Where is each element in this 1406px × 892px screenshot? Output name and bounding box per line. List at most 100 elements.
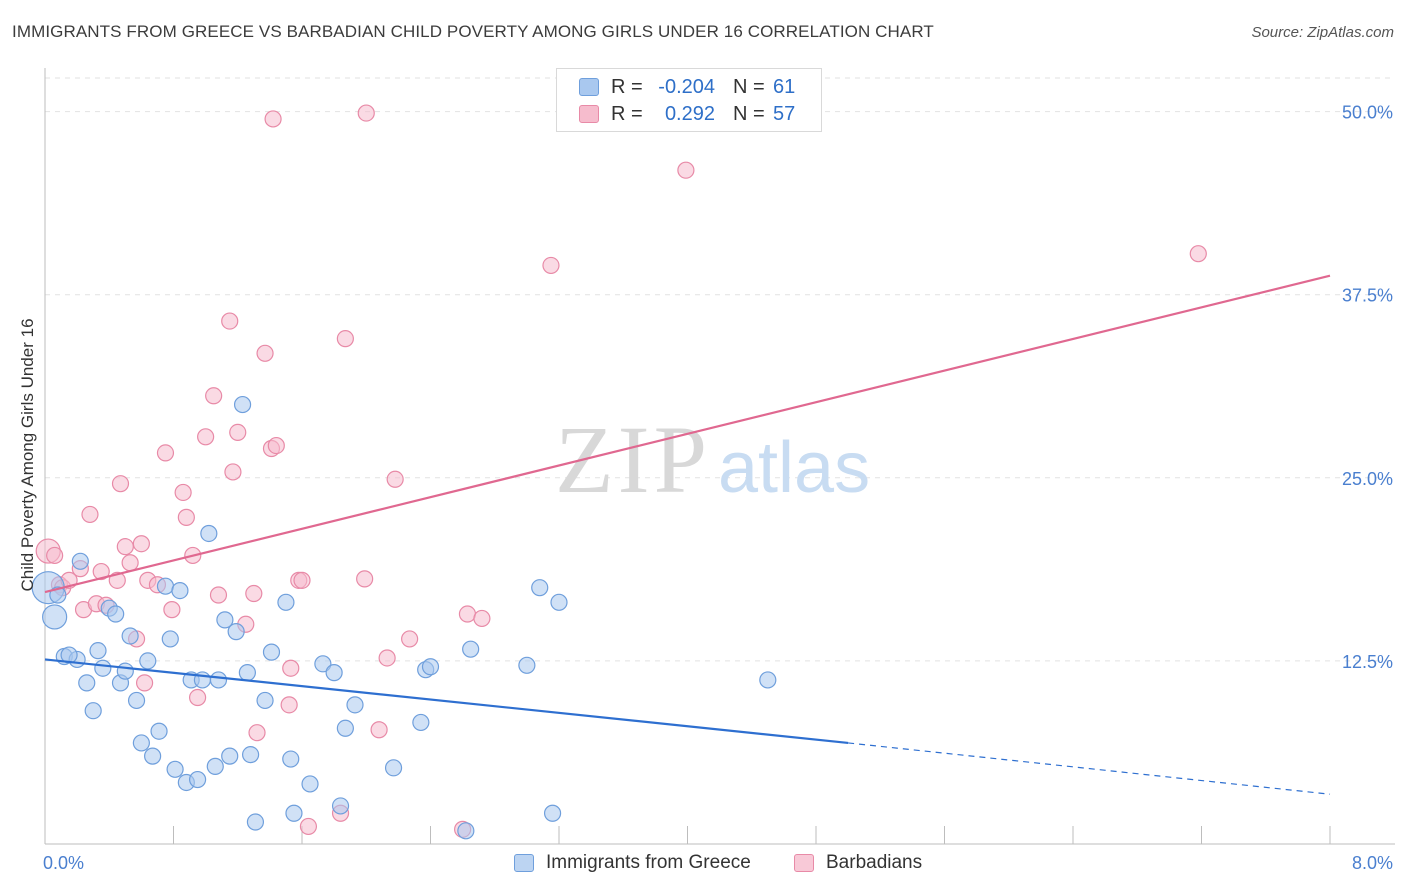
data-point <box>92 562 110 581</box>
data-point <box>285 804 303 822</box>
data-point <box>357 104 375 122</box>
legend-r-label: R = <box>611 102 643 125</box>
y-tick-label: 50.0% <box>1342 103 1393 123</box>
data-point <box>221 312 239 330</box>
data-point <box>177 508 195 526</box>
series-legend: Immigrants from Greece Barbadians <box>0 852 1406 876</box>
data-point <box>1189 245 1207 263</box>
legend-item-barbadians: Barbadians <box>794 852 922 874</box>
x-tick-label: 0.0% <box>43 853 84 873</box>
data-point <box>462 640 480 658</box>
data-point <box>81 505 99 524</box>
data-point <box>166 760 184 778</box>
data-point <box>412 713 430 732</box>
data-point <box>156 444 175 462</box>
data-point <box>256 344 274 362</box>
legend-swatch-blue <box>579 78 599 96</box>
data-point <box>542 256 560 275</box>
data-point <box>46 546 64 565</box>
data-point <box>282 750 300 768</box>
data-point <box>421 658 440 676</box>
y-tick-labels: 12.5% 25.0% 37.5% 50.0% <box>1342 103 1393 672</box>
data-point <box>89 642 107 660</box>
gridlines <box>45 77 1390 662</box>
y-tick-label: 37.5% <box>1342 286 1393 306</box>
data-point <box>264 110 282 128</box>
axes <box>44 68 1395 845</box>
data-point <box>188 770 207 789</box>
data-point <box>139 652 157 670</box>
data-point <box>246 813 265 831</box>
data-point <box>759 671 777 689</box>
legend-n-value: 61 <box>773 75 796 98</box>
data-point <box>458 605 477 623</box>
data-point <box>71 552 89 570</box>
watermark: ZIP atlas <box>555 406 870 513</box>
data-point <box>144 747 162 765</box>
data-point <box>229 423 247 442</box>
legend-r-value: 0.292 <box>664 102 715 125</box>
data-point <box>135 674 154 692</box>
data-point <box>163 601 181 619</box>
data-point <box>227 623 245 641</box>
legend-n-label: N = <box>733 102 765 125</box>
data-point <box>200 524 218 543</box>
stats-legend: R = -0.204 N = 61 R = 0.292 N = 57 <box>556 68 822 132</box>
data-point <box>457 822 475 840</box>
legend-swatch-blue <box>514 854 534 872</box>
data-point <box>384 759 403 777</box>
x-tick-label: 8.0% <box>1352 853 1393 873</box>
data-point <box>132 535 150 553</box>
data-point <box>224 463 242 481</box>
data-point <box>216 611 234 629</box>
data-point <box>336 330 354 348</box>
data-point <box>282 659 300 677</box>
y-tick-label: 25.0% <box>1342 469 1393 489</box>
data-point <box>378 649 396 667</box>
data-point <box>132 734 150 752</box>
data-point <box>245 584 263 603</box>
data-point <box>209 586 228 604</box>
data-point <box>293 571 311 589</box>
trend-line-greece-extension <box>848 742 1331 795</box>
data-point <box>209 671 228 689</box>
legend-n-label: N = <box>733 75 765 98</box>
data-point <box>121 627 139 645</box>
data-point <box>401 630 419 648</box>
data-point <box>78 674 96 692</box>
data-point <box>518 656 536 674</box>
data-point <box>242 746 260 764</box>
data-point <box>356 570 374 588</box>
source-label: Source: ZipAtlas.com <box>1251 24 1394 41</box>
data-point <box>94 659 112 677</box>
data-point <box>473 609 491 628</box>
legend-label-greece: Immigrants from Greece <box>546 852 751 873</box>
data-point <box>280 696 298 714</box>
data-point <box>256 691 274 710</box>
data-point <box>205 387 223 405</box>
data-point <box>127 691 146 710</box>
legend-label-barbadians: Barbadians <box>826 852 923 873</box>
data-point <box>111 475 130 493</box>
data-point <box>277 593 295 611</box>
legend-r-label: R = <box>611 75 643 98</box>
chart-title: IMMIGRANTS FROM GREECE VS BARBADIAN CHIL… <box>12 22 934 41</box>
data-point <box>299 817 318 836</box>
legend-swatch-pink <box>794 854 814 872</box>
data-point <box>238 664 256 682</box>
data-point <box>174 483 192 502</box>
trend-lines <box>44 274 1331 795</box>
legend-r-value: -0.204 <box>658 75 715 98</box>
data-point <box>370 721 388 739</box>
data-point <box>262 643 281 661</box>
data-point <box>116 538 134 556</box>
data-point <box>171 581 189 600</box>
data-point <box>221 747 239 765</box>
data-point <box>42 604 68 630</box>
legend-item-greece: Immigrants from Greece <box>514 852 751 874</box>
data-point <box>677 161 695 179</box>
trend-line-greece <box>44 658 849 745</box>
data-point <box>336 719 354 737</box>
data-point <box>197 428 215 446</box>
legend-n-value: 57 <box>773 102 796 125</box>
